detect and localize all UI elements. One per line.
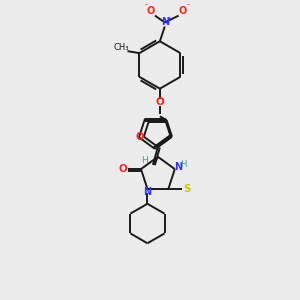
Text: O: O bbox=[119, 164, 128, 174]
Text: -: - bbox=[187, 0, 190, 9]
Text: S: S bbox=[183, 184, 191, 194]
Text: O: O bbox=[136, 132, 144, 142]
Text: H: H bbox=[181, 160, 187, 169]
Text: +: + bbox=[166, 16, 172, 22]
Text: O: O bbox=[178, 6, 187, 16]
Text: N: N bbox=[174, 162, 182, 172]
Text: N: N bbox=[143, 187, 152, 197]
Text: CH₃: CH₃ bbox=[114, 43, 129, 52]
Text: O: O bbox=[155, 98, 164, 107]
Text: -: - bbox=[145, 0, 148, 9]
Text: O: O bbox=[147, 6, 155, 16]
Text: H: H bbox=[141, 156, 147, 165]
Text: N: N bbox=[161, 17, 169, 28]
